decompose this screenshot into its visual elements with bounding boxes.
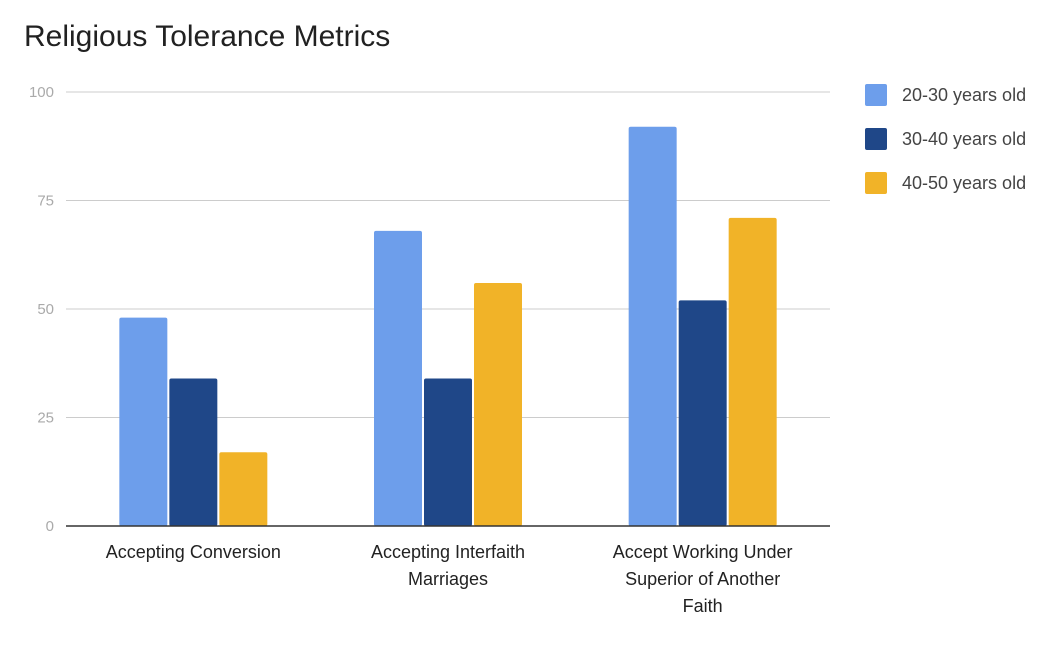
bar bbox=[219, 452, 268, 526]
bar bbox=[678, 300, 727, 526]
legend-label: 40-50 years old bbox=[902, 173, 1026, 193]
legend-swatch bbox=[865, 172, 887, 194]
y-tick-label: 0 bbox=[46, 518, 54, 535]
x-category-label: Accept Working Under Superior of Another F… bbox=[613, 542, 793, 616]
y-tick-label: 25 bbox=[37, 410, 54, 427]
bar bbox=[119, 317, 168, 526]
bar bbox=[628, 126, 677, 526]
bar bbox=[728, 217, 777, 527]
legend-swatch bbox=[865, 84, 887, 106]
x-category-label: Accepting Interfaith Marriages bbox=[371, 542, 525, 589]
bar bbox=[169, 378, 218, 526]
y-tick-label: 75 bbox=[37, 193, 54, 210]
legend-swatch bbox=[865, 128, 887, 150]
axes: 0 25 50 75 100 Accepting Conversion Accepting … bbox=[29, 84, 830, 616]
y-tick-label: 50 bbox=[37, 301, 54, 318]
legend: 20-30 years old 30-40 years old 40-50 year… bbox=[865, 84, 1026, 194]
bar bbox=[374, 230, 422, 526]
legend-label: 30-40 years old bbox=[902, 129, 1026, 149]
bars bbox=[119, 126, 777, 527]
y-tick-label: 100 bbox=[29, 84, 54, 101]
legend-label: 20-30 years old bbox=[902, 85, 1026, 105]
bar bbox=[474, 282, 522, 526]
bar bbox=[424, 378, 472, 526]
chart-title: Religious Tolerance Metrics bbox=[24, 20, 391, 53]
x-category-label: Accepting Conversion bbox=[106, 542, 281, 562]
